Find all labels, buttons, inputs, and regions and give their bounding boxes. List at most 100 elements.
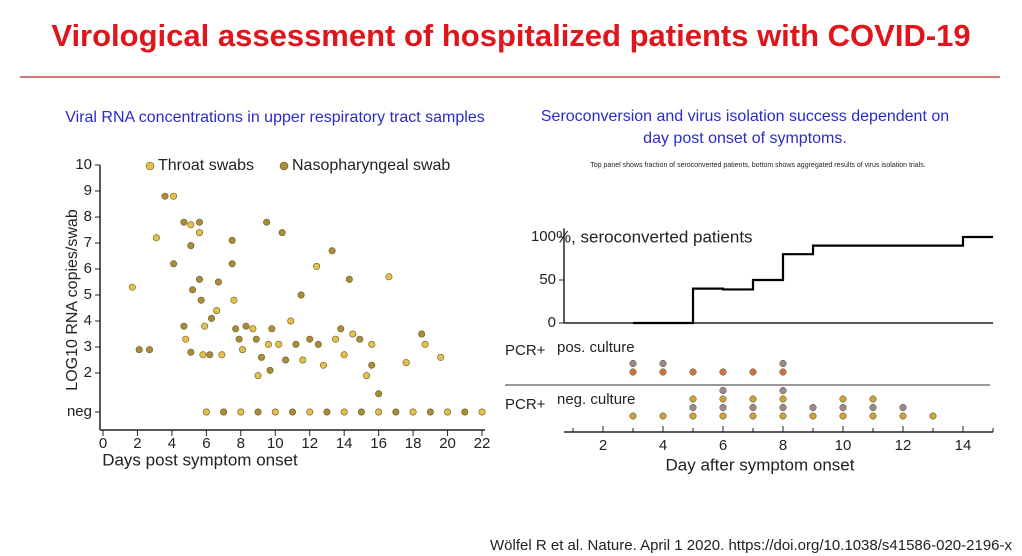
x-tick-label: 6 xyxy=(202,435,210,452)
point xyxy=(288,408,296,416)
point xyxy=(375,390,383,398)
x-axis-label: Days post symptom onset xyxy=(102,450,298,469)
point xyxy=(263,218,271,226)
point xyxy=(257,353,265,361)
point xyxy=(297,291,305,299)
right-chart-title: Seroconversion and virus isolation succe… xyxy=(541,108,949,147)
row-label: PCR+ xyxy=(505,342,546,359)
dot xyxy=(839,403,847,412)
point xyxy=(170,192,178,200)
y-tick-label: 4 xyxy=(84,312,92,329)
dot-stack xyxy=(659,359,667,376)
dot xyxy=(719,403,727,412)
dot-stack xyxy=(719,386,727,420)
point xyxy=(349,330,357,338)
dot xyxy=(749,412,757,420)
dot xyxy=(629,359,637,368)
dot xyxy=(779,403,787,412)
point xyxy=(152,234,160,242)
point xyxy=(218,351,226,359)
point xyxy=(187,242,195,250)
point xyxy=(213,307,221,315)
dot xyxy=(719,412,727,420)
point xyxy=(182,335,190,343)
point xyxy=(306,408,314,416)
point xyxy=(340,351,348,359)
dot xyxy=(779,412,787,420)
point xyxy=(356,335,364,343)
point xyxy=(254,408,262,416)
dot xyxy=(899,403,907,412)
dot xyxy=(779,395,787,403)
point xyxy=(323,408,331,416)
point xyxy=(357,408,365,416)
dot xyxy=(689,403,697,412)
point xyxy=(278,229,286,237)
dot-stack xyxy=(659,412,667,420)
dot xyxy=(719,386,727,395)
point xyxy=(180,322,188,330)
point xyxy=(230,296,238,304)
x-tick-label: 12 xyxy=(895,437,912,454)
point xyxy=(161,192,169,200)
dot-stack xyxy=(869,395,877,420)
y-tick-label: 9 xyxy=(84,182,92,199)
point xyxy=(146,346,154,354)
point xyxy=(195,218,203,226)
point xyxy=(201,322,209,330)
point xyxy=(287,317,295,325)
dot xyxy=(869,403,877,412)
x-tick-label: 14 xyxy=(336,435,353,452)
point xyxy=(249,325,257,333)
x-tick-label: 10 xyxy=(835,437,852,454)
point xyxy=(208,314,216,322)
point xyxy=(345,275,353,283)
dot xyxy=(659,359,667,368)
dot-stack xyxy=(719,368,727,376)
point xyxy=(418,330,426,338)
x-tick-label: 14 xyxy=(955,437,972,454)
point xyxy=(437,353,445,361)
x-tick-label: 8 xyxy=(237,435,245,452)
y-tick-label: 7 xyxy=(84,234,92,251)
point xyxy=(299,356,307,364)
point xyxy=(239,346,247,354)
x-tick-label: 0 xyxy=(99,435,107,452)
y-tick-label: 100 xyxy=(531,228,556,245)
x-tick-label: 8 xyxy=(779,437,787,454)
point xyxy=(199,351,207,359)
point xyxy=(275,340,283,348)
dot xyxy=(629,368,637,376)
point xyxy=(135,346,143,354)
point xyxy=(426,408,434,416)
dot-stack xyxy=(629,359,637,376)
y-tick-label: neg xyxy=(67,403,92,420)
dot-stack xyxy=(629,412,637,420)
point xyxy=(368,340,376,348)
point xyxy=(268,325,276,333)
point xyxy=(128,283,136,291)
x-tick-label: 16 xyxy=(370,435,387,452)
point xyxy=(266,366,274,374)
point xyxy=(340,408,348,416)
point xyxy=(228,260,236,268)
point xyxy=(170,260,178,268)
legend-marker xyxy=(145,161,155,171)
dot xyxy=(899,412,907,420)
row-name: pos. culture xyxy=(557,339,635,356)
point xyxy=(392,408,400,416)
point xyxy=(409,408,417,416)
right-chart-subtitle: Top panel shows fraction of seroconverte… xyxy=(590,162,925,169)
point xyxy=(195,275,203,283)
dot xyxy=(869,412,877,420)
x-axis-label: Day after symptom onset xyxy=(666,455,855,474)
y-tick-label: 3 xyxy=(84,338,92,355)
dot xyxy=(809,412,817,420)
y-tick-label: 2 xyxy=(84,364,92,381)
point xyxy=(292,340,300,348)
point xyxy=(187,348,195,356)
citation: Wölfel R et al. Nature. April 1 2020. ht… xyxy=(490,537,1012,554)
point xyxy=(237,408,245,416)
point xyxy=(214,278,222,286)
